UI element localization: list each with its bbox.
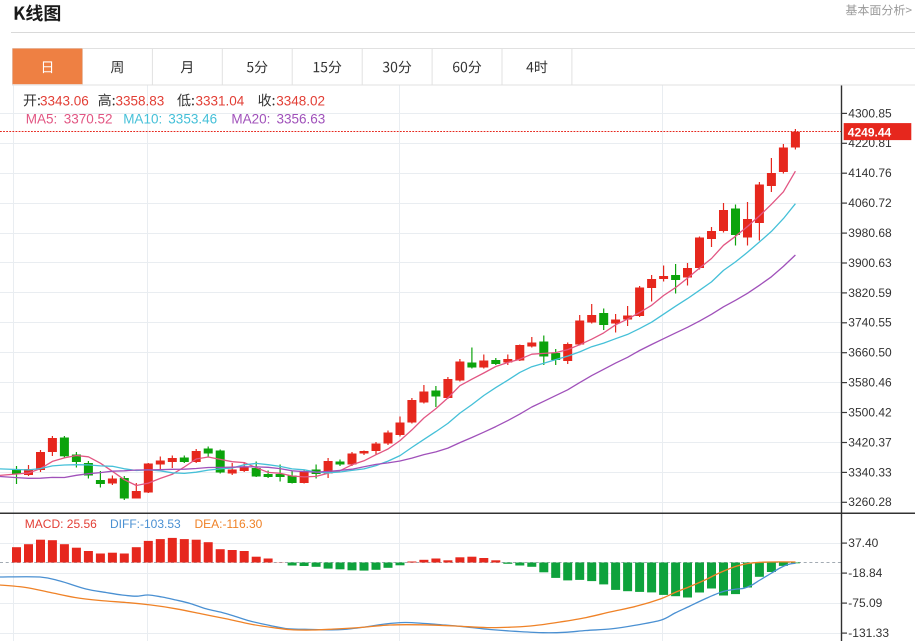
svg-text:4249.44: 4249.44 [848,125,892,139]
svg-text:MA5:: MA5: [26,112,58,127]
svg-text:3580.46: 3580.46 [848,376,892,390]
svg-text:3740.55: 3740.55 [848,316,892,330]
svg-text:MA10:: MA10: [123,112,162,127]
svg-text:3260.28: 3260.28 [848,495,892,509]
svg-text:3343.06: 3343.06 [40,93,89,108]
svg-text:3820.59: 3820.59 [848,286,892,300]
svg-text:37.40: 37.40 [848,536,878,550]
svg-text:3353.46: 3353.46 [168,112,217,127]
svg-text:3420.37: 3420.37 [848,435,892,449]
svg-text:4060.72: 4060.72 [848,196,892,210]
svg-text:3370.52: 3370.52 [64,112,113,127]
svg-text:3660.50: 3660.50 [848,346,892,360]
svg-text:4140.76: 4140.76 [848,166,892,180]
svg-text:3331.04: 3331.04 [196,93,245,108]
svg-text:3980.68: 3980.68 [848,226,892,240]
svg-text:-18.84: -18.84 [848,566,882,580]
svg-text:4300.85: 4300.85 [848,106,892,120]
svg-text:-75.09: -75.09 [848,596,882,610]
svg-text:MA20:: MA20: [231,112,270,127]
svg-text:3500.42: 3500.42 [848,405,892,419]
svg-text:3356.63: 3356.63 [277,112,326,127]
svg-text:MACD: 25.56: MACD: 25.56 [25,517,97,531]
svg-text:3348.02: 3348.02 [276,93,325,108]
svg-text:-131.33: -131.33 [848,626,889,640]
svg-text:3900.63: 3900.63 [848,256,892,270]
svg-text:DEA:-116.30: DEA:-116.30 [195,517,263,531]
svg-text:DIFF:-103.53: DIFF:-103.53 [110,517,181,531]
svg-text:3358.83: 3358.83 [116,93,165,108]
svg-text:3340.33: 3340.33 [848,465,892,479]
